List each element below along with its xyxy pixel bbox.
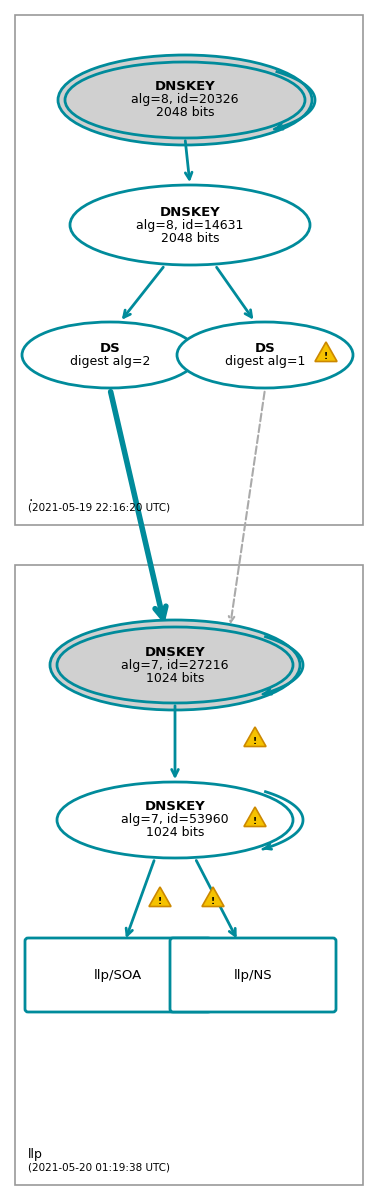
Text: 2048 bits: 2048 bits — [156, 106, 214, 119]
Text: llp/NS: llp/NS — [234, 968, 273, 981]
Text: (2021-05-20 01:19:38 UTC): (2021-05-20 01:19:38 UTC) — [28, 1163, 170, 1173]
Polygon shape — [315, 342, 337, 361]
Text: (2021-05-19 22:16:20 UTC): (2021-05-19 22:16:20 UTC) — [28, 502, 170, 512]
Text: llp: llp — [28, 1147, 43, 1161]
Text: DNSKEY: DNSKEY — [155, 81, 215, 94]
Text: !: ! — [253, 737, 257, 746]
Text: digest alg=2: digest alg=2 — [70, 355, 150, 368]
Text: DNSKEY: DNSKEY — [145, 801, 205, 814]
Text: !: ! — [324, 353, 328, 361]
Text: !: ! — [158, 897, 162, 907]
FancyBboxPatch shape — [25, 938, 211, 1013]
Text: DNSKEY: DNSKEY — [145, 645, 205, 659]
Bar — [15, 14, 363, 525]
Ellipse shape — [57, 783, 293, 858]
Ellipse shape — [22, 321, 198, 388]
FancyBboxPatch shape — [170, 938, 336, 1013]
Ellipse shape — [57, 627, 293, 703]
Ellipse shape — [177, 321, 353, 388]
Text: DS: DS — [255, 342, 276, 355]
Text: digest alg=1: digest alg=1 — [225, 355, 305, 368]
Text: !: ! — [253, 818, 257, 826]
Text: 2048 bits: 2048 bits — [161, 231, 219, 244]
Ellipse shape — [50, 620, 300, 710]
Text: alg=8, id=20326: alg=8, id=20326 — [131, 94, 239, 106]
Text: alg=7, id=27216: alg=7, id=27216 — [121, 659, 229, 672]
Polygon shape — [202, 887, 224, 907]
Polygon shape — [149, 887, 171, 907]
Text: alg=7, id=53960: alg=7, id=53960 — [121, 814, 229, 826]
Ellipse shape — [58, 55, 312, 144]
Text: 1024 bits: 1024 bits — [146, 672, 204, 685]
Ellipse shape — [65, 61, 305, 138]
Text: DNSKEY: DNSKEY — [160, 206, 220, 218]
Text: llp/SOA: llp/SOA — [94, 968, 142, 981]
Text: .: . — [28, 490, 32, 504]
Polygon shape — [244, 807, 266, 826]
Text: 1024 bits: 1024 bits — [146, 826, 204, 839]
Ellipse shape — [70, 185, 310, 265]
Text: alg=8, id=14631: alg=8, id=14631 — [136, 218, 244, 231]
Text: !: ! — [211, 897, 215, 907]
Polygon shape — [244, 727, 266, 746]
Bar — [15, 565, 363, 1185]
Text: DS: DS — [100, 342, 121, 355]
